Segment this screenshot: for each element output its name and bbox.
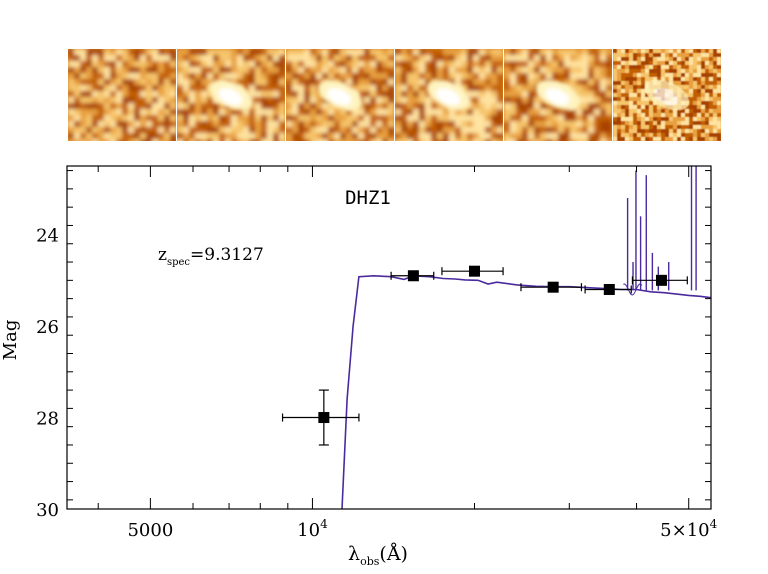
data-point xyxy=(603,283,615,295)
x-tick-label: 5×104 xyxy=(660,517,717,541)
cutout-4 xyxy=(395,49,503,141)
data-point xyxy=(468,265,480,277)
y-tick-label: 28 xyxy=(36,409,59,430)
cutout-3-image xyxy=(286,49,394,141)
y-tick-label: 26 xyxy=(36,317,59,338)
cutout-5 xyxy=(504,49,612,141)
redshift-value: =9.3127 xyxy=(190,245,264,265)
data-point xyxy=(655,274,667,286)
redshift-prefix: z xyxy=(158,245,167,265)
redshift-subscript: spec xyxy=(167,257,190,268)
x-axis-label: λobs(Å) xyxy=(348,543,408,568)
cutout-5-image xyxy=(504,49,612,141)
spectrum-continuum xyxy=(341,274,712,510)
cutout-strip xyxy=(68,49,721,141)
cutout-1-image xyxy=(68,49,176,141)
plot-frame xyxy=(66,165,712,510)
y-tick-label: 24 xyxy=(36,226,59,247)
cutout-6 xyxy=(613,49,721,141)
redshift-annotation: zspec=9.3127 xyxy=(158,245,264,268)
photometry-points xyxy=(281,265,688,446)
data-point xyxy=(318,412,330,424)
cutout-6-image xyxy=(613,49,721,141)
y-tick-label: 30 xyxy=(36,500,59,521)
cutout-2-image xyxy=(177,49,285,141)
x-tick-labels: 5000 104 5×104 xyxy=(127,517,717,541)
cutout-3 xyxy=(286,49,394,141)
x-label-subscript: obs xyxy=(360,555,380,568)
cutout-2 xyxy=(177,49,285,141)
cutout-4-image xyxy=(395,49,503,141)
data-point xyxy=(547,281,559,293)
x-tick-label: 5000 xyxy=(127,520,173,541)
cutout-1 xyxy=(68,49,176,141)
axis-ticks xyxy=(67,166,711,509)
model-spectrum xyxy=(341,166,712,510)
x-label-symbol: λ xyxy=(348,543,360,565)
spectrum-noise xyxy=(623,283,643,296)
y-axis-label: Mag xyxy=(0,320,21,361)
x-label-unit: (Å) xyxy=(379,543,408,565)
y-tick-labels: 24 26 28 30 xyxy=(36,226,59,521)
chart-title: DHZ1 xyxy=(345,187,391,209)
x-tick-label: 104 xyxy=(297,517,328,541)
data-point xyxy=(407,270,419,282)
